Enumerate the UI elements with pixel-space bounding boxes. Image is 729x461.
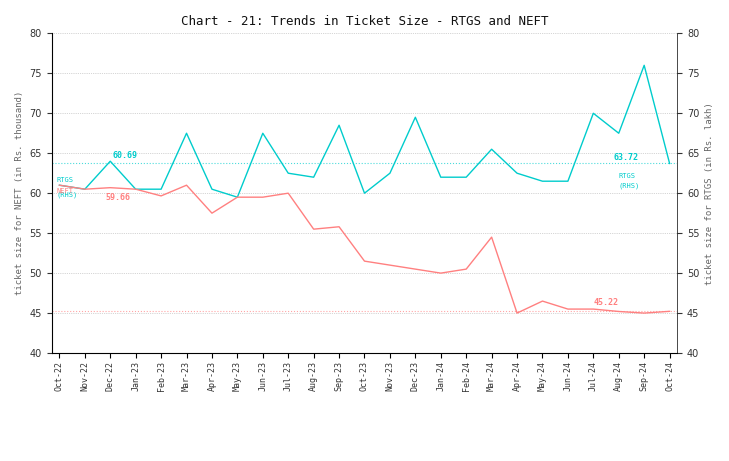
Text: 63.72: 63.72 [614, 153, 639, 162]
Text: RTGS: RTGS [57, 177, 74, 183]
Text: (RHS): (RHS) [619, 183, 640, 189]
Y-axis label: ticket size for RTGS (in Rs. lakh): ticket size for RTGS (in Rs. lakh) [705, 102, 714, 284]
Text: 59.66: 59.66 [105, 193, 130, 202]
Text: (RHS): (RHS) [57, 192, 78, 198]
Text: NEFT: NEFT [57, 188, 74, 194]
Title: Chart - 21: Trends in Ticket Size - RTGS and NEFT: Chart - 21: Trends in Ticket Size - RTGS… [181, 15, 548, 28]
Text: 60.69: 60.69 [113, 151, 138, 160]
Text: 45.22: 45.22 [593, 298, 618, 307]
Y-axis label: ticket size for NEFT (in Rs. thousand): ticket size for NEFT (in Rs. thousand) [15, 91, 24, 296]
Text: RTGS: RTGS [619, 173, 636, 179]
